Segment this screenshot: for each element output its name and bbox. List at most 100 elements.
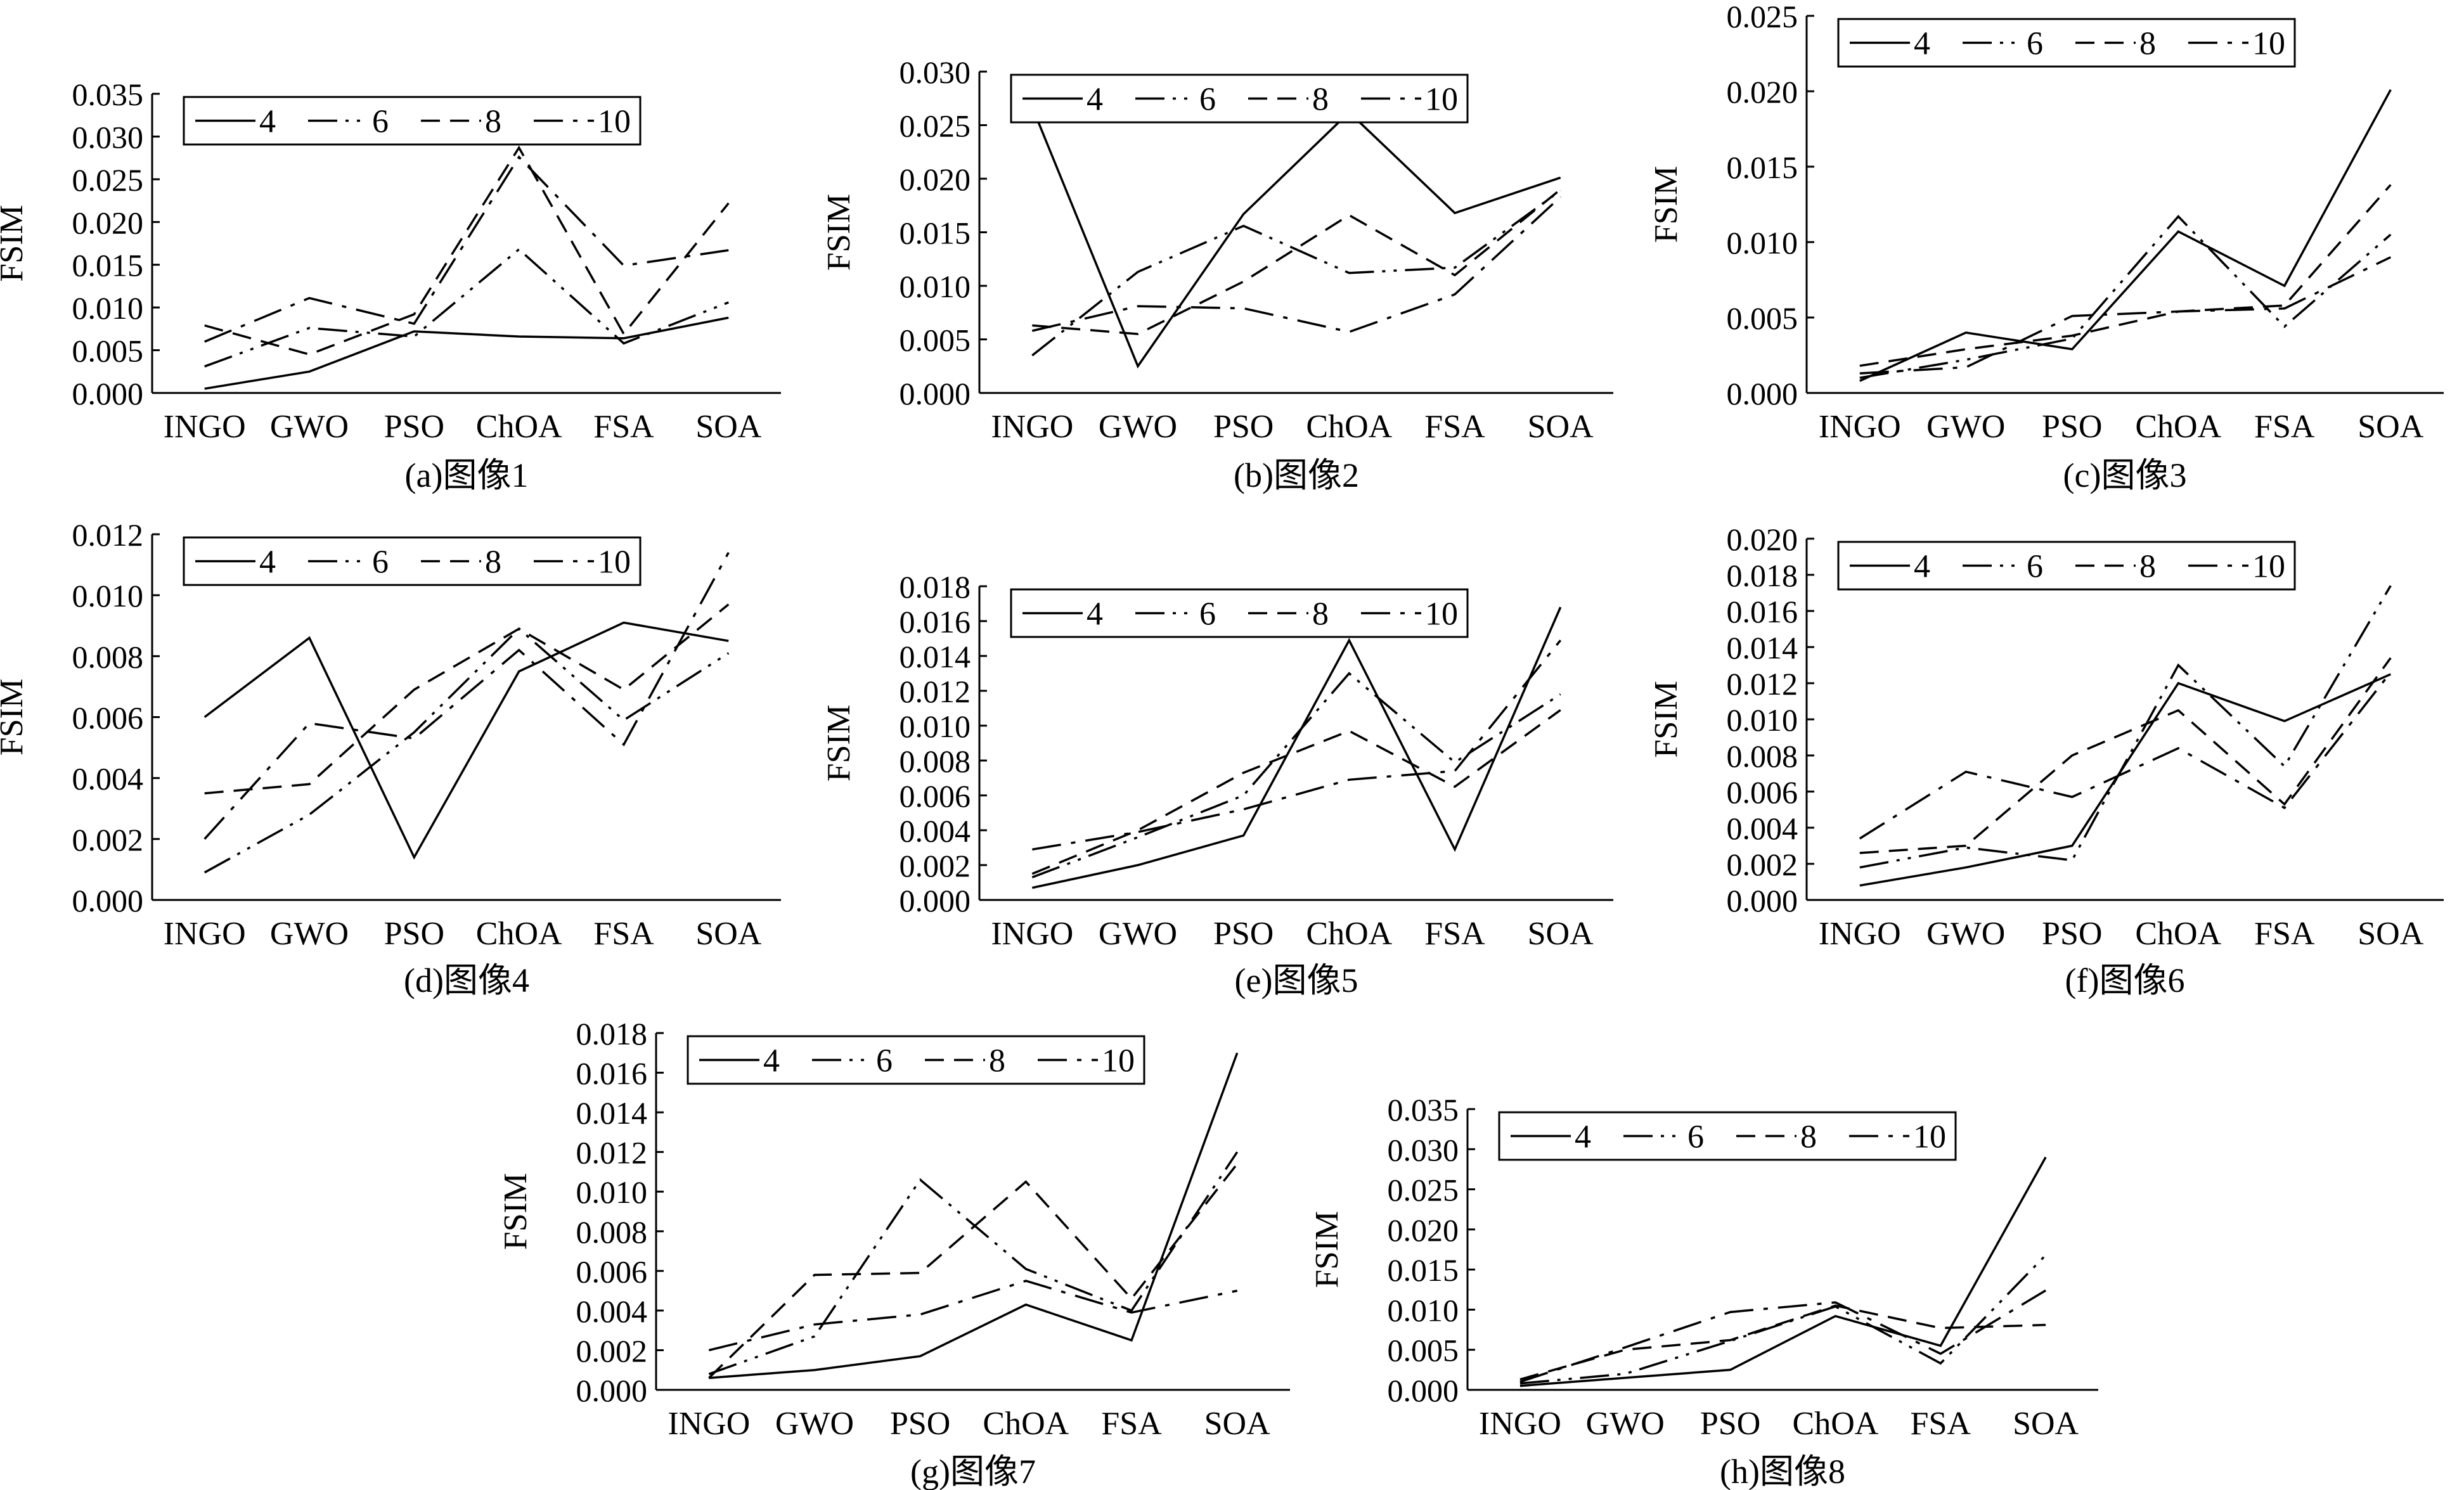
y-tick-label: 0.010: [72, 578, 144, 613]
series-line-4: [204, 316, 729, 390]
y-tick-label: 0.016: [900, 604, 971, 639]
legend-box: [1010, 588, 1469, 638]
x-tick-label: PSO: [1213, 409, 1274, 445]
y-tick-label: 0.020: [1388, 1212, 1459, 1248]
x-tick-label: GWO: [1099, 409, 1177, 445]
legend-label: 4: [1914, 549, 1930, 585]
x-tick-label: FSA: [2254, 916, 2315, 952]
subplot-caption: (g)图像7: [910, 1453, 1036, 1490]
x-tick-label: INGO: [1819, 409, 1901, 445]
x-tick-label: SOA: [1204, 1406, 1270, 1442]
legend-label: 4: [259, 544, 276, 581]
y-tick-label: 0.006: [576, 1254, 648, 1289]
series-line-10: [1519, 1289, 2047, 1383]
x-tick-label: FSA: [1424, 916, 1485, 952]
legend: 4 6 8 10: [1498, 1111, 1957, 1161]
x-tick-label: PSO: [890, 1406, 950, 1442]
y-tick-label: 0.012: [576, 1135, 648, 1171]
y-tick-label: 0.018: [1727, 558, 1798, 593]
x-tick-label: PSO: [2042, 916, 2102, 952]
series-line-4: [203, 621, 729, 860]
x-tick-label: FSA: [2254, 409, 2315, 445]
y-axis-label: FSIM: [0, 679, 30, 755]
x-tick-label: ChOA: [1793, 1406, 1879, 1442]
legend-label: 10: [1102, 1043, 1135, 1079]
legend: 4 6 8 10: [1010, 74, 1469, 124]
series-line-6: [1031, 189, 1561, 357]
y-tick-label: 0.010: [1388, 1292, 1459, 1328]
x-tick-label: INGO: [164, 409, 246, 445]
x-tick-label: PSO: [384, 916, 444, 952]
y-tick-label: 0.015: [1727, 150, 1798, 185]
x-tick-label: FSA: [593, 409, 654, 445]
legend-label: 4: [1087, 596, 1103, 633]
y-tick-label: 0.006: [1727, 774, 1798, 810]
series-line-8: [1031, 709, 1561, 875]
y-tick-label: 0.010: [576, 1174, 648, 1210]
y-tick-label: 0.005: [900, 323, 971, 358]
y-tick-label: 0.006: [900, 778, 971, 814]
chart-panel-5: 0.0000.0020.0040.0060.0080.0100.0120.014…: [821, 569, 1613, 999]
x-tick-label: ChOA: [2135, 409, 2221, 445]
y-tick-label: 0.012: [1727, 666, 1798, 702]
series-line-10: [1032, 639, 1562, 851]
x-tick-label: FSA: [1424, 409, 1485, 445]
y-tick-label: 0.008: [1727, 738, 1798, 774]
legend-label: 8: [2139, 549, 2156, 585]
y-tick-label: 0.012: [900, 674, 971, 709]
x-tick-label: GWO: [270, 409, 349, 445]
x-tick-label: SOA: [1528, 916, 1594, 952]
legend: 4 6 8 10: [1837, 18, 2296, 68]
series-line-10: [203, 551, 730, 840]
x-tick-label: GWO: [1926, 409, 2005, 445]
x-tick-label: ChOA: [1306, 916, 1392, 952]
y-tick-label: 0.035: [72, 77, 144, 112]
legend-label: 6: [876, 1043, 893, 1079]
series-line-10: [204, 155, 729, 343]
y-axis-label: FSIM: [821, 194, 857, 271]
y-tick-label: 0.020: [1727, 74, 1798, 110]
y-tick-label: 0.000: [1388, 1373, 1459, 1408]
subplot-caption: (a)图像1: [405, 456, 529, 494]
y-tick-label: 0.025: [1388, 1172, 1459, 1208]
legend-label: 8: [485, 104, 501, 140]
legend-box: [183, 96, 642, 146]
y-tick-label: 0.000: [72, 376, 144, 411]
legend-label: 6: [2027, 549, 2043, 585]
y-axis-label: FSIM: [0, 205, 30, 281]
y-tick-label: 0.005: [1727, 300, 1798, 336]
legend-box: [183, 536, 642, 586]
y-axis-label: FSIM: [821, 705, 857, 781]
x-tick-label: GWO: [775, 1406, 854, 1442]
legend-label: 6: [372, 104, 389, 140]
x-tick-label: SOA: [695, 916, 761, 952]
legend-label: 8: [1800, 1119, 1817, 1155]
subplot-caption: (h)图像8: [1720, 1453, 1845, 1490]
x-tick-label: GWO: [1586, 1406, 1665, 1442]
x-tick-label: PSO: [2042, 409, 2102, 445]
legend-label: 4: [763, 1043, 780, 1079]
series-line-10: [708, 1280, 1238, 1352]
y-tick-label: 0.002: [72, 822, 144, 857]
x-tick-label: FSA: [593, 916, 654, 952]
y-tick-label: 0.010: [1727, 702, 1798, 738]
legend-label: 10: [1913, 1119, 1946, 1155]
series-line-8: [204, 603, 730, 795]
series-line-4: [709, 1052, 1239, 1379]
series-line-8: [1859, 184, 2392, 367]
y-tick-label: 0.016: [1727, 594, 1798, 629]
x-tick-label: INGO: [991, 409, 1073, 445]
x-tick-label: ChOA: [983, 1406, 1069, 1442]
x-tick-label: SOA: [2358, 409, 2423, 445]
legend: 4 6 8 10: [687, 1035, 1145, 1085]
legend-box: [1010, 74, 1469, 124]
x-tick-label: PSO: [1700, 1406, 1760, 1442]
y-tick-label: 0.025: [900, 108, 971, 144]
legend-label: 6: [1199, 82, 1216, 118]
x-tick-label: ChOA: [1306, 409, 1392, 445]
legend-box: [1498, 1111, 1957, 1161]
series-line-6: [708, 1151, 1239, 1375]
y-tick-label: 0.014: [1727, 630, 1798, 665]
